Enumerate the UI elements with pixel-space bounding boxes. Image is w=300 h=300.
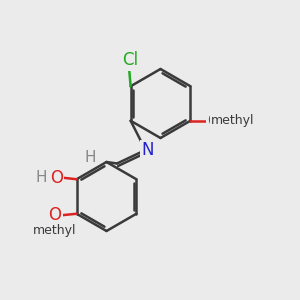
- Text: O: O: [207, 112, 220, 130]
- Text: O: O: [50, 169, 63, 187]
- Text: H: H: [84, 150, 96, 165]
- Text: O: O: [49, 206, 62, 224]
- Text: Cl: Cl: [122, 51, 138, 69]
- Text: N: N: [142, 141, 154, 159]
- Text: methyl: methyl: [33, 224, 77, 237]
- Text: methyl: methyl: [211, 114, 254, 127]
- Text: H: H: [36, 170, 47, 185]
